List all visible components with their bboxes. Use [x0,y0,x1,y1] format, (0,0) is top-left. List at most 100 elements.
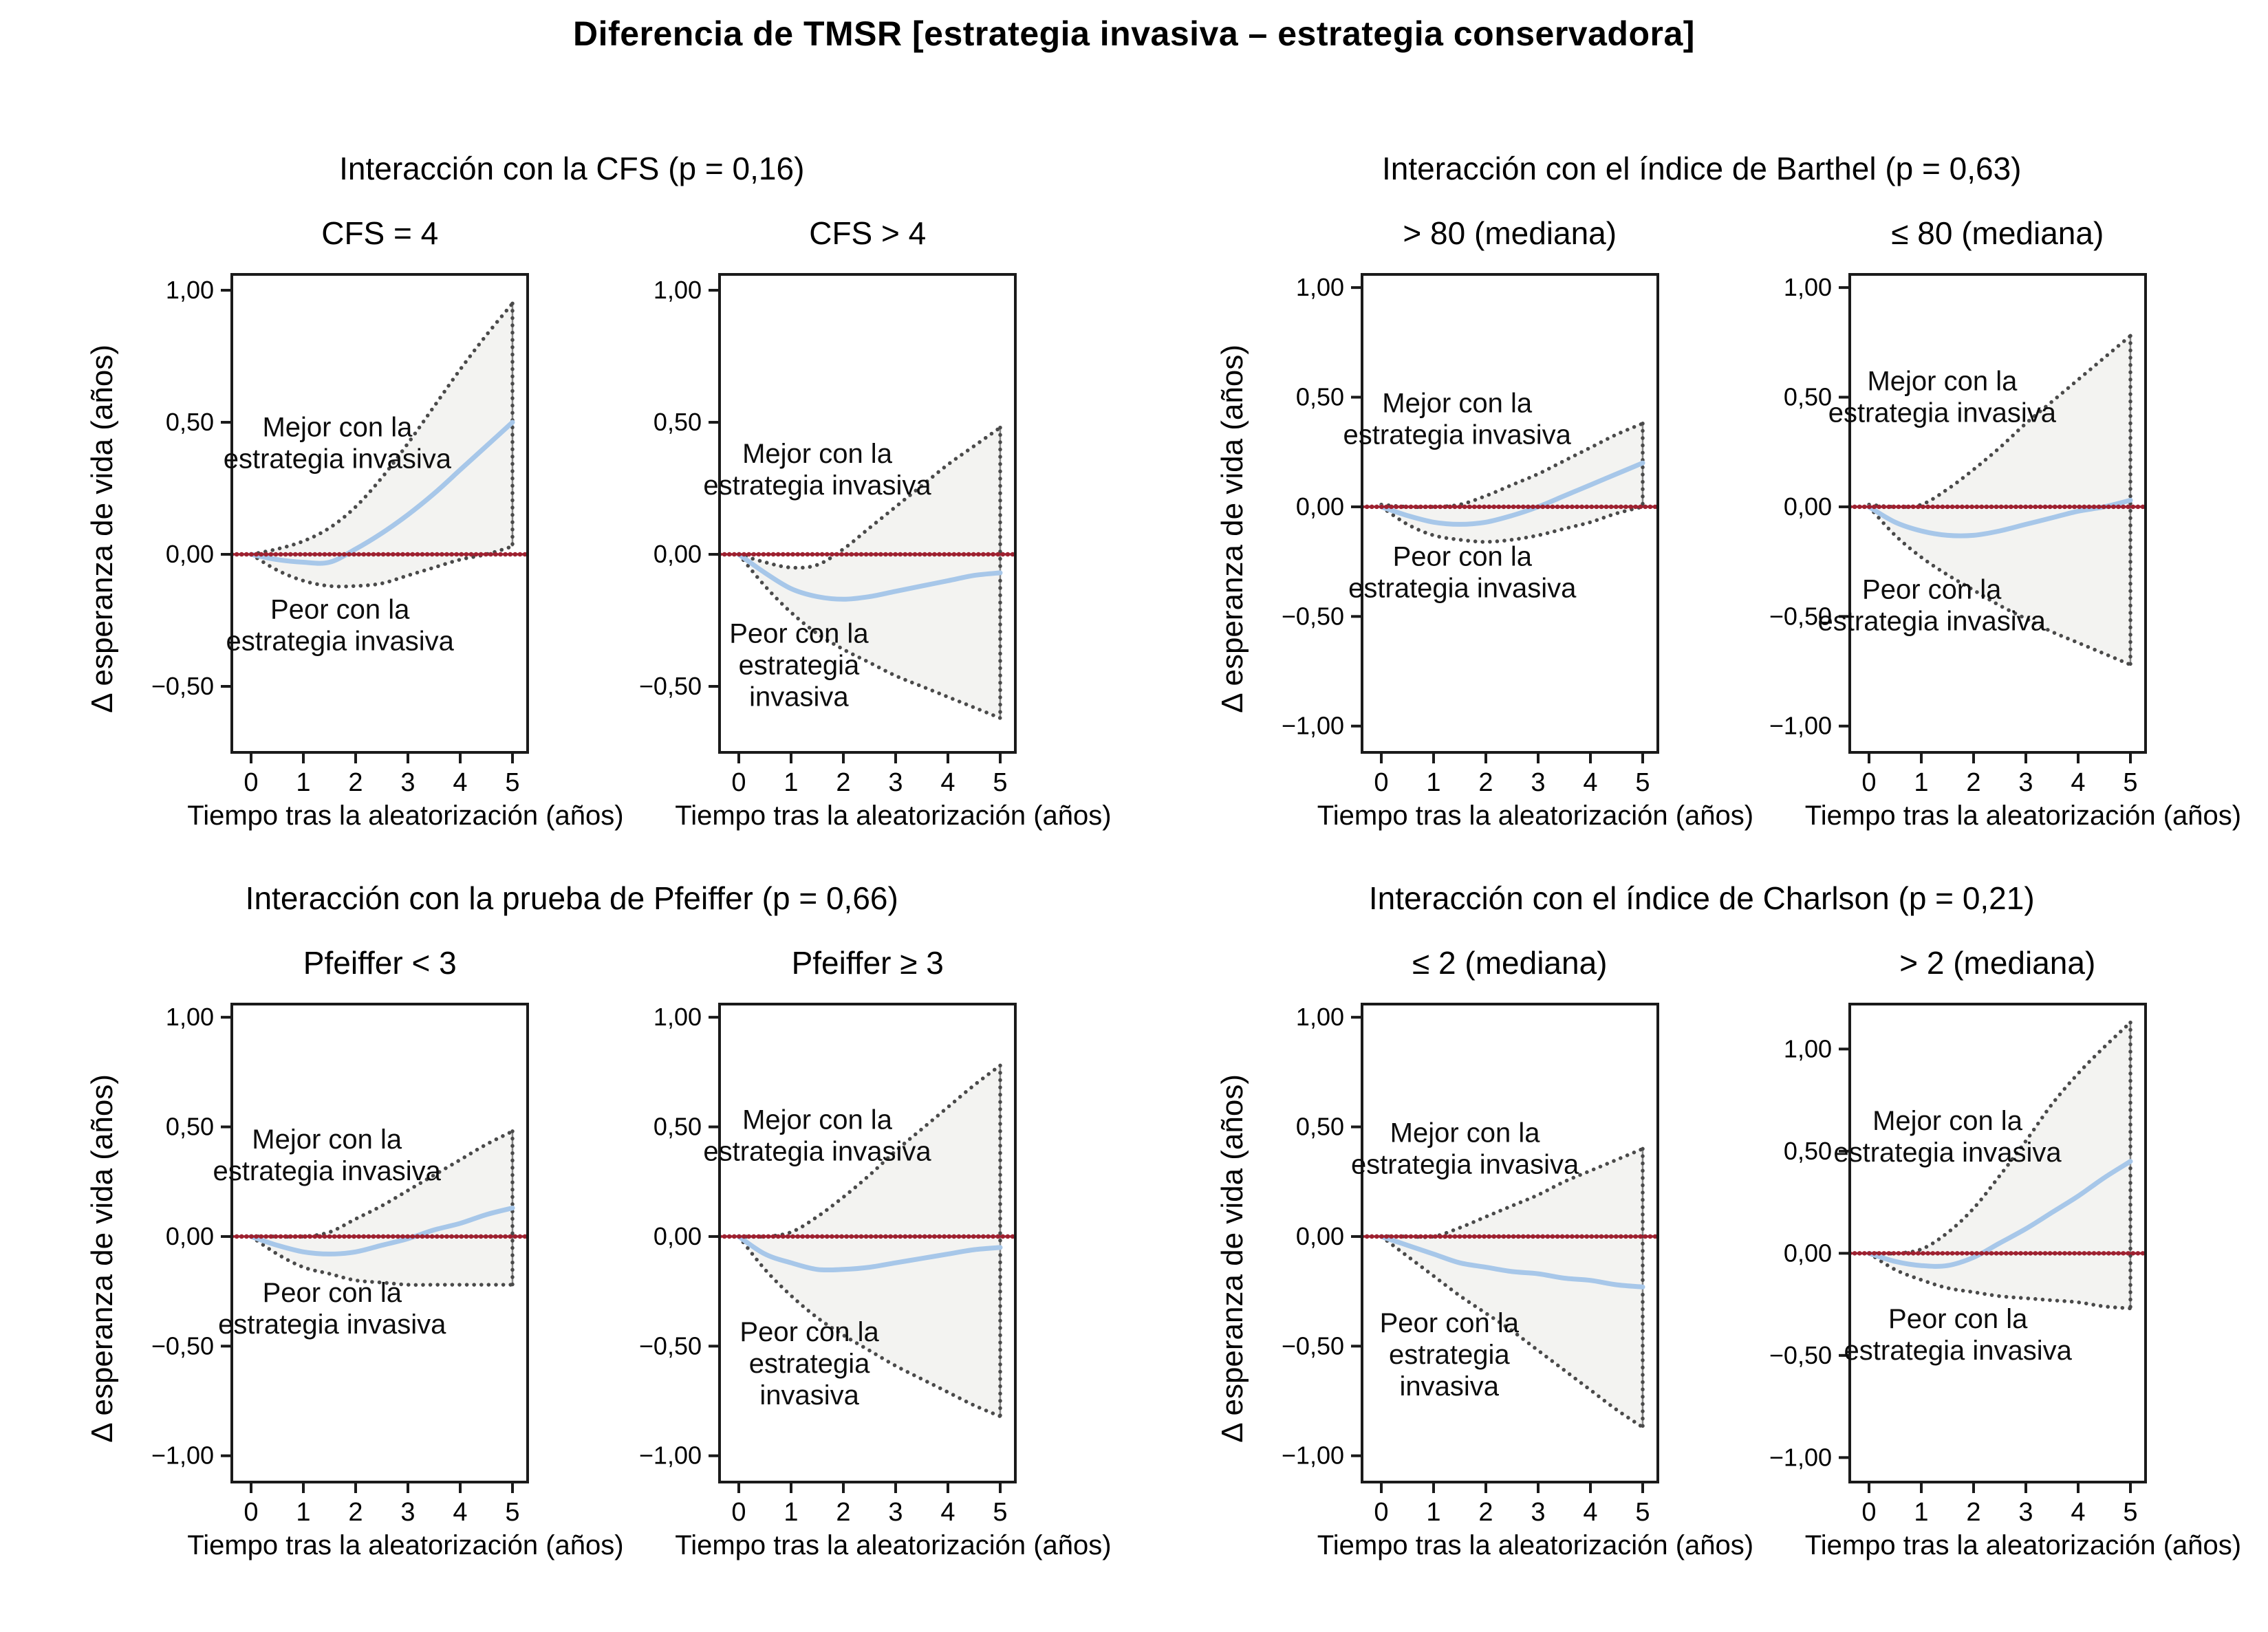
svg-text:2: 2 [836,768,851,797]
panel-pfeiffer-ge3: Pfeiffer ≥ 3 1,00 0,50 0,00 −0,50 −1,00 0 1 2 3 4… [609,944,1112,1561]
svg-text:5: 5 [2123,1498,2137,1527]
annotation-worse: Peor con la estrategia invasiva [1348,542,1577,604]
svg-text:2: 2 [349,768,363,797]
plot-row: 1,00 0,50 0,00 −0,50 −1,00 0 1 2 3 4 5 Mejor con la… [1740,257,2190,801]
svg-text:0: 0 [1374,768,1388,797]
svg-text:2: 2 [349,1498,363,1527]
annotation-better: Mejor con la estrategia invasiva [1343,388,1571,450]
svg-text:1: 1 [1914,1498,1928,1527]
svg-text:−1,00: −1,00 [1282,1441,1344,1470]
svg-text:3: 3 [2018,1498,2033,1527]
panel-plot: 1,00 0,50 0,00 −0,50 0 1 2 3 4 5 Mejor con la estra… [151,273,530,797]
plot-row: Δ esperanza de vida (años) 1,00 0,50 0,00 −… [83,987,572,1530]
panel-subtitle: > 2 (mediana) [1899,945,2096,981]
svg-text:0: 0 [1861,1498,1876,1527]
svg-text:1,00: 1,00 [1784,273,1832,301]
svg-text:0: 0 [732,768,746,797]
svg-text:−1,00: −1,00 [1282,712,1344,740]
panel-subtitle: Pfeiffer ≥ 3 [791,945,944,981]
svg-text:−1,00: −1,00 [1769,1443,1832,1471]
svg-text:4: 4 [453,768,468,797]
annotation-worse: Peor con la estrategia invasiva [740,1317,880,1411]
svg-text:1,00: 1,00 [1784,1034,1832,1063]
svg-text:−0,50: −0,50 [639,672,702,700]
svg-text:1,00: 1,00 [654,1003,702,1031]
panel-subtitle: ≤ 80 (mediana) [1891,215,2104,251]
panel-plot: 1,00 0,50 0,00 −0,50 −1,00 0 1 2 3 4 5 Mejor con la… [1769,1003,2148,1527]
svg-text:1,00: 1,00 [654,276,702,304]
svg-text:0: 0 [1861,768,1876,797]
svg-text:0,00: 0,00 [1784,492,1832,521]
figure-title: Diferencia de TMSR [estrategia invasiva … [573,14,1695,53]
annotation-worse: Peor con la estrategia invasiva [218,1278,446,1340]
panel-cfs-gt4: CFS > 4 1,00 0,50 0,00 −0,50 0 1 2 3 4 5 Mejor con… [609,215,1111,831]
svg-text:−0,50: −0,50 [1282,1331,1344,1360]
svg-text:−0,50: −0,50 [151,672,214,700]
panel-subtitle: Pfeiffer < 3 [303,945,457,981]
x-axis-label: Tiempo tras la aleatorización (años) [187,801,624,831]
svg-text:3: 3 [889,768,903,797]
group-panels: Pfeiffer < 3 Δ esperanza de vida (años) … [83,944,1112,1561]
group-panels: CFS = 4 Δ esperanza de vida (años) 1,00 0… [83,215,1111,831]
svg-text:4: 4 [453,1498,468,1527]
group-charlson: Interacción con el índice de Charlson (p… [1213,880,2242,1561]
svg-text:0,50: 0,50 [654,1113,702,1141]
annotation-worse: Peor con la estrategia invasiva [1379,1308,1519,1402]
svg-text:1,00: 1,00 [166,276,214,304]
annotation-better: Mejor con la estrategia invasiva [213,1124,442,1186]
group-title: Interacción con el índice de Charlson (p… [1368,880,2035,916]
svg-text:0,00: 0,00 [654,540,702,568]
panel-plot: 1,00 0,50 0,00 −0,50 −1,00 0 1 2 3 4 5 Mejor con la… [1769,273,2148,797]
svg-text:0,00: 0,00 [1296,492,1344,521]
panel-subtitle: CFS > 4 [809,215,927,251]
svg-text:−1,00: −1,00 [639,1441,702,1470]
svg-text:0,00: 0,00 [654,1222,702,1250]
x-axis-label: Tiempo tras la aleatorización (años) [1804,1530,2242,1560]
plot-row: Δ esperanza de vida (años) 1,00 0,50 0,00 −… [83,257,572,801]
annotation-better: Mejor con la estrategia invasiva [1833,1106,2062,1168]
annotation-better: Mejor con la estrategia invasiva [1828,367,2057,428]
svg-text:4: 4 [2071,768,2085,797]
svg-text:5: 5 [506,1498,520,1527]
plot-row: 1,00 0,50 0,00 −0,50 0 1 2 3 4 5 Mejor con la estra… [609,257,1060,801]
svg-text:−0,50: −0,50 [151,1331,214,1360]
svg-text:0,50: 0,50 [1296,1113,1344,1141]
y-axis-title: Δ esperanza de vida (años) [1215,1074,1249,1443]
y-axis-title: Δ esperanza de vida (años) [1215,345,1249,713]
svg-text:0,50: 0,50 [166,408,214,436]
svg-text:1,00: 1,00 [1296,1003,1344,1031]
svg-text:−1,00: −1,00 [151,1441,214,1470]
group-barthel: Interacción con el índice de Barthel (p … [1213,150,2241,831]
svg-text:0: 0 [1374,1498,1388,1527]
svg-text:3: 3 [401,1498,415,1527]
panel-subtitle: ≤ 2 (mediana) [1412,945,1608,981]
svg-text:3: 3 [401,768,415,797]
svg-text:1: 1 [784,768,799,797]
svg-text:0: 0 [244,768,259,797]
svg-text:1: 1 [296,1498,311,1527]
svg-text:0,50: 0,50 [1296,383,1344,411]
svg-text:0,00: 0,00 [1784,1239,1832,1267]
x-axis-label: Tiempo tras la aleatorización (años) [675,1530,1112,1560]
svg-text:0: 0 [732,1498,746,1527]
panel-pfeiffer-lt3: Pfeiffer < 3 Δ esperanza de vida (años) … [83,944,623,1561]
svg-text:2: 2 [1966,1498,1980,1527]
svg-text:4: 4 [941,768,955,797]
panel-barthel-le80: ≤ 80 (mediana) 1,00 0,50 0,00 −0,50 −1,00 0 1 2… [1740,215,2241,831]
panel-plot: 1,00 0,50 0,00 −0,50 −1,00 0 1 2 3 4 5 Mejor con la… [1282,273,1660,797]
annotation-worse: Peor con la estrategia invasiva [226,595,455,657]
svg-text:1: 1 [1426,1498,1440,1527]
group-pfeiffer: Interacción con la prueba de Pfeiffer (p… [83,880,1112,1561]
svg-text:3: 3 [889,1498,903,1527]
panel-subtitle: > 80 (mediana) [1403,215,1617,251]
group-title: Interacción con el índice de Barthel (p … [1381,151,2022,186]
svg-text:2: 2 [1966,768,1980,797]
annotation-better: Mejor con la estrategia invasiva [704,439,932,501]
svg-text:−0,50: −0,50 [1282,602,1344,630]
panel-subtitle: CFS = 4 [321,215,439,251]
svg-text:3: 3 [2018,768,2033,797]
annotation-better: Mejor con la estrategia invasiva [224,413,452,475]
svg-text:5: 5 [2123,768,2137,797]
svg-text:0,00: 0,00 [166,1222,214,1250]
svg-text:0: 0 [244,1498,259,1527]
